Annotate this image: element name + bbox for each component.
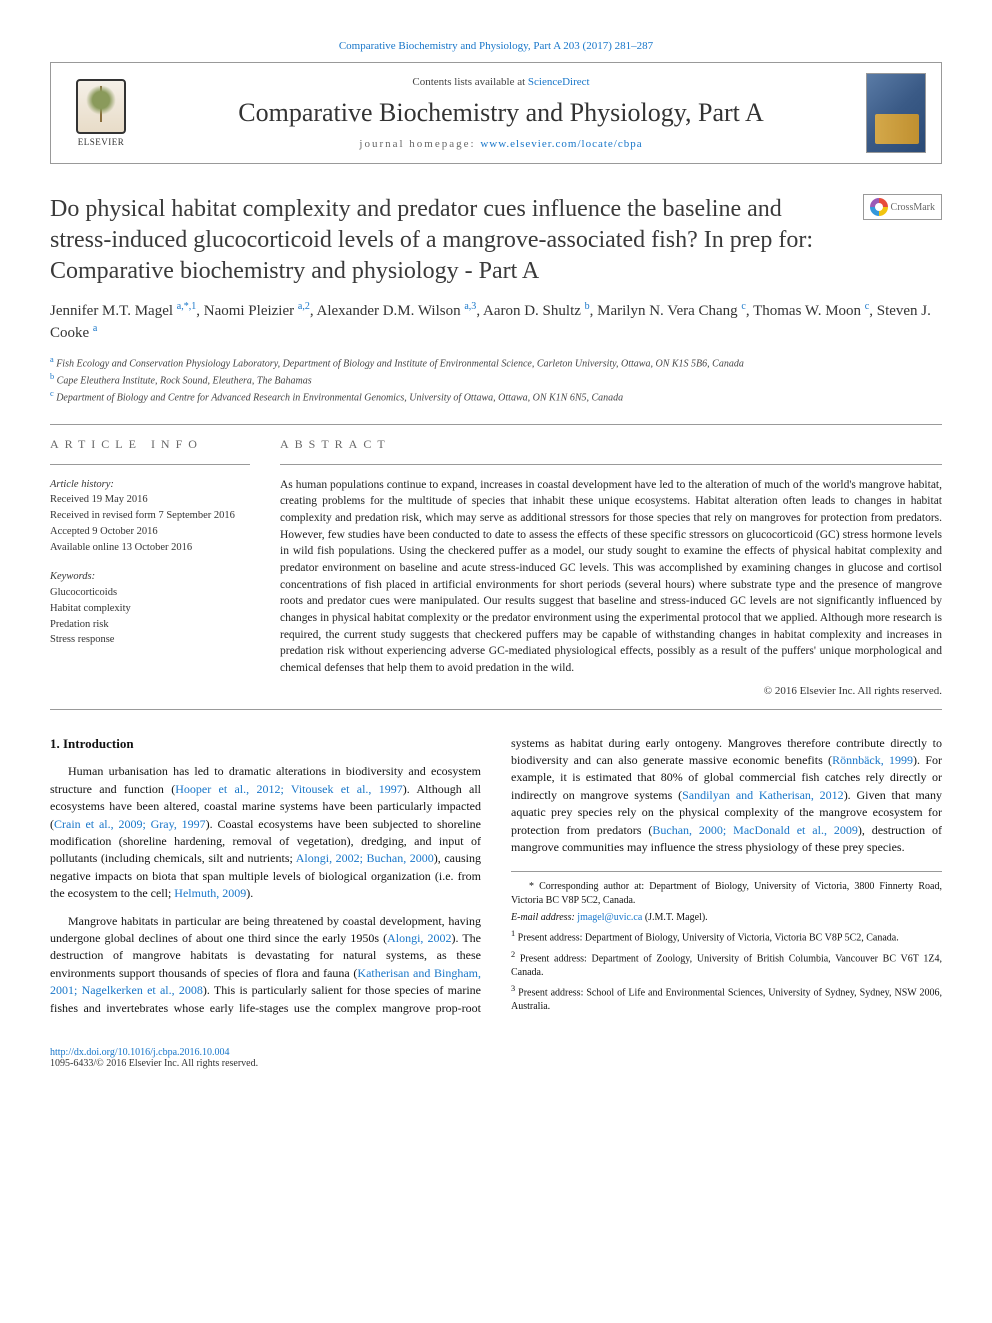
email-link[interactable]: jmagel@uvic.ca	[577, 912, 642, 923]
crossmark-badge[interactable]: CrossMark	[863, 194, 942, 220]
history-line: Available online 13 October 2016	[50, 540, 250, 556]
article-info-column: ARTICLE INFO Article history: Received 1…	[50, 437, 250, 697]
article-history: Article history: Received 19 May 2016Rec…	[50, 477, 250, 556]
journal-name: Comparative Biochemistry and Physiology,…	[156, 98, 846, 128]
article-info-label: ARTICLE INFO	[50, 437, 250, 452]
citation-link[interactable]: Alongi, 2002	[387, 931, 451, 945]
email-line: E-mail address: jmagel@uvic.ca (J.M.T. M…	[511, 911, 942, 925]
crossmark-label: CrossMark	[891, 202, 935, 213]
abstract-column: ABSTRACT As human populations continue t…	[280, 437, 942, 697]
crossmark-icon	[870, 198, 888, 216]
intro-paragraph-1: Human urbanisation has led to dramatic a…	[50, 763, 481, 902]
citation-link[interactable]: Rönnbäck, 1999	[832, 753, 913, 767]
separator-rule	[280, 464, 942, 465]
contents-available-line: Contents lists available at ScienceDirec…	[156, 76, 846, 88]
keyword: Glucocorticoids	[50, 585, 250, 601]
author-list: Jennifer M.T. Magel a,*,1, Naomi Pleizie…	[50, 300, 942, 344]
introduction-heading: 1. Introduction	[50, 735, 481, 754]
citation-link[interactable]: Buchan, 2000; MacDonald et al., 2009	[652, 823, 858, 837]
corresponding-author-note: * Corresponding author at: Department of…	[511, 880, 942, 908]
footnote-2: 2 Present address: Department of Zoology…	[511, 949, 942, 980]
journal-header-box: ELSEVIER Contents lists available at Sci…	[50, 62, 942, 164]
article-title: Do physical habitat complexity and preda…	[50, 194, 848, 288]
abstract-text: As human populations continue to expand,…	[280, 477, 942, 677]
citation-link[interactable]: Crain et al., 2009; Gray, 1997	[54, 817, 206, 831]
history-line: Accepted 9 October 2016	[50, 524, 250, 540]
elsevier-tree-icon	[76, 79, 126, 134]
page-footer: http://dx.doi.org/10.1016/j.cbpa.2016.10…	[50, 1047, 942, 1069]
doi-link[interactable]: http://dx.doi.org/10.1016/j.cbpa.2016.10…	[50, 1047, 230, 1058]
separator-rule	[50, 709, 942, 710]
journal-cover-thumbnail	[866, 73, 926, 153]
citation-link[interactable]: Hooper et al., 2012; Vitousek et al., 19…	[175, 782, 403, 796]
keyword: Stress response	[50, 632, 250, 648]
history-line: Received in revised form 7 September 201…	[50, 508, 250, 524]
keywords-label: Keywords:	[50, 569, 250, 585]
affiliation-line: c Department of Biology and Centre for A…	[50, 388, 942, 405]
citation-link[interactable]: Helmuth, 2009	[174, 886, 246, 900]
keyword: Habitat complexity	[50, 601, 250, 617]
footnote-1: 1 Present address: Department of Biology…	[511, 928, 942, 945]
sciencedirect-link[interactable]: ScienceDirect	[528, 76, 590, 88]
separator-rule	[50, 424, 942, 425]
citation-link[interactable]: Alongi, 2002; Buchan, 2000	[296, 851, 434, 865]
abstract-label: ABSTRACT	[280, 437, 942, 452]
journal-homepage-line: journal homepage: www.elsevier.com/locat…	[156, 138, 846, 150]
citation-link[interactable]: Sandilyan and Katherisan, 2012	[682, 788, 844, 802]
homepage-prefix: journal homepage:	[359, 138, 480, 150]
body-columns: 1. Introduction Human urbanisation has l…	[50, 735, 942, 1018]
history-label: Article history:	[50, 477, 250, 493]
header-center: Contents lists available at ScienceDirec…	[156, 76, 846, 150]
footnotes: * Corresponding author at: Department of…	[511, 871, 942, 1014]
separator-rule	[50, 464, 250, 465]
elsevier-label: ELSEVIER	[78, 137, 125, 147]
abstract-copyright: © 2016 Elsevier Inc. All rights reserved…	[280, 685, 942, 697]
history-line: Received 19 May 2016	[50, 492, 250, 508]
elsevier-logo: ELSEVIER	[66, 73, 136, 153]
journal-header-link[interactable]: Comparative Biochemistry and Physiology,…	[50, 40, 942, 52]
affiliation-line: a Fish Ecology and Conservation Physiolo…	[50, 354, 942, 371]
footnote-3: 3 Present address: School of Life and En…	[511, 983, 942, 1014]
contents-prefix: Contents lists available at	[412, 76, 527, 88]
affiliation-line: b Cape Eleuthera Institute, Rock Sound, …	[50, 371, 942, 388]
affiliations: a Fish Ecology and Conservation Physiolo…	[50, 354, 942, 406]
issn-copyright: 1095-6433/© 2016 Elsevier Inc. All right…	[50, 1058, 258, 1069]
homepage-link[interactable]: www.elsevier.com/locate/cbpa	[480, 138, 642, 150]
keywords-block: Keywords: GlucocorticoidsHabitat complex…	[50, 569, 250, 648]
keyword: Predation risk	[50, 617, 250, 633]
